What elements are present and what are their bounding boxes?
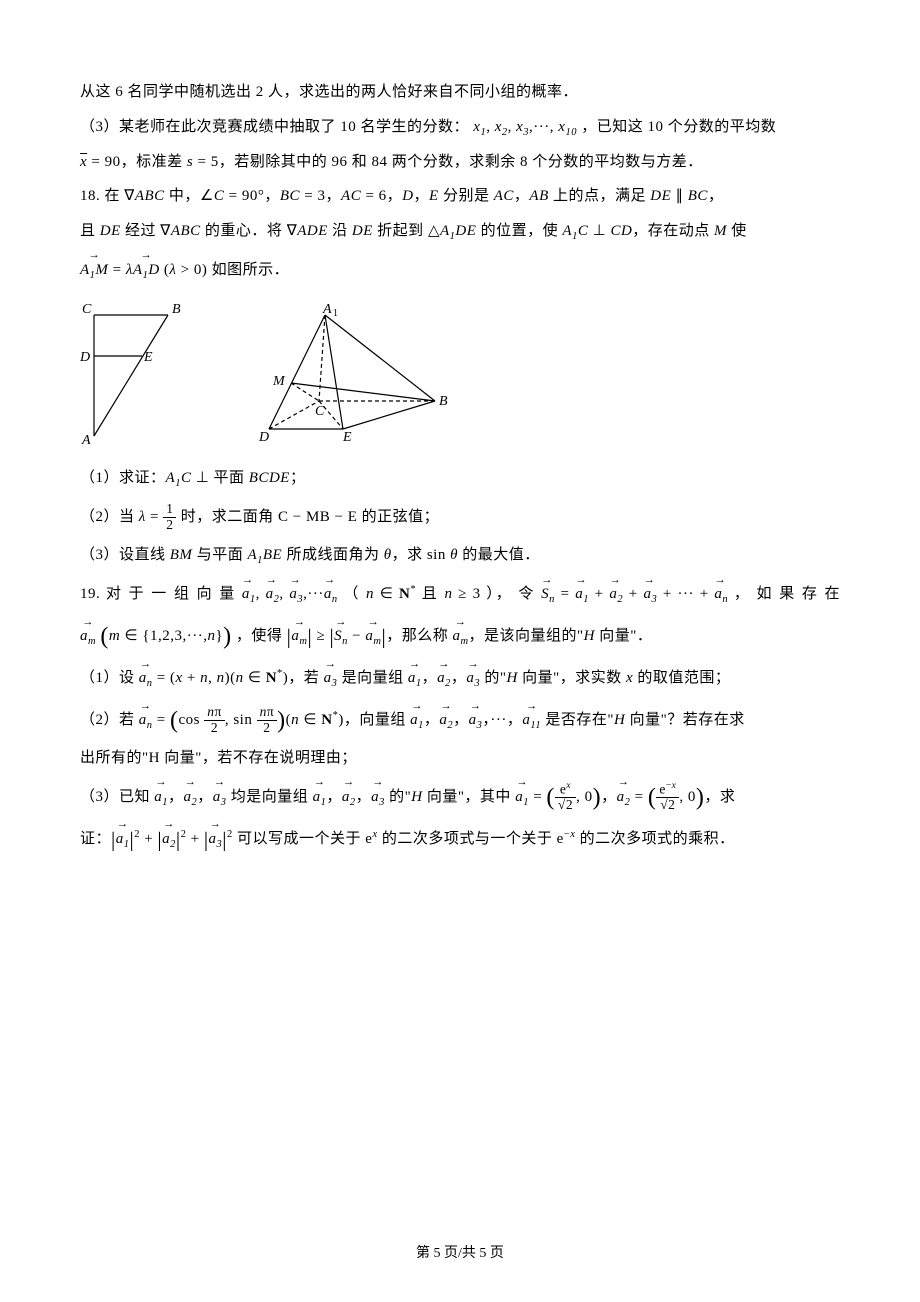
svg-text:C: C [315, 404, 325, 419]
vars: x1, x2, x3,···, x10 [473, 119, 581, 135]
text: （3）某老师在此次竞赛成绩中抽取了 10 名学生的分数： [80, 119, 469, 135]
q19-sub3-l2: 证：|a1|2 + |a2|2 + |a3|2 可以写成一个关于 ex 的二次多… [80, 818, 840, 860]
svg-text:M: M [272, 374, 286, 389]
q17-3-line2: x = 90，标准差 s = 5，若剔除其中的 96 和 84 两个分数，求剩余… [80, 145, 840, 180]
q19-sub2-l1: （2）若 an = (cos nπ2, sin nπ2)(n ∈ N*)，向量组… [80, 699, 840, 741]
text: 如图所示． [212, 262, 290, 278]
text: （2）当 λ = 12 时，求二面角 C − MB − E 的正弦值； [80, 509, 439, 525]
svg-text:E: E [143, 350, 153, 365]
q19-sub1: （1）设 an = (x + n, n)(n ∈ N*)，若 a3 是向量组 a… [80, 657, 840, 699]
svg-text:C: C [82, 302, 92, 317]
q19-sub3-l1: （3）已知 a1，a2，a3 均是向量组 a1，a2，a3 的"H 向量"，其中… [80, 776, 840, 818]
svg-text:B: B [439, 394, 448, 409]
page-footer: 第 5 页/共 5 页 [0, 1242, 920, 1262]
text: ，标准差 s = 5，若剔除其中的 96 和 84 两个分数，求剩余 8 个分数… [121, 154, 703, 170]
text: （2）若 an = (cos nπ2, sin nπ2)(n ∈ N*)，向量组… [80, 712, 745, 728]
vec-eq: A1M = λA1D (λ > 0) [80, 262, 212, 278]
q18-sub1: （1）求证：A1C ⊥ 平面 BCDE； [80, 461, 840, 496]
q18-line1: 18. 在 ∇ABC 中，∠C = 90°，BC = 3，AC = 6，D，E … [80, 179, 840, 214]
q18-sub2: （2）当 λ = 12 时，求二面角 C − MB − E 的正弦值； [80, 496, 840, 538]
text: ，已知这 10 个分数的平均数 [581, 119, 776, 135]
svg-text:1: 1 [333, 308, 338, 319]
figure-right: A1 M C B D E [225, 301, 455, 446]
text: 对 于 一 组 向 量 a1, a2, a3,···an （ n ∈ N* 且 … [106, 586, 840, 602]
text: （1）设 an = (x + n, n)(n ∈ N*)，若 a3 是向量组 a… [80, 670, 730, 686]
text: （3）设直线 BM 与平面 A1BE 所成线面角为 θ，求 sin θ 的最大值… [80, 547, 540, 563]
figure-row: C B D E A [80, 301, 840, 446]
page: 从这 6 名同学中随机选出 2 人，求选出的两人恰好来自不同小组的概率． （3）… [0, 0, 920, 1302]
text: 在 ∇ABC 中，∠C = 90°，BC = 3，AC = 6，D，E 分别是 … [105, 188, 724, 204]
svg-text:D: D [258, 430, 269, 445]
text: （3）已知 a1，a2，a3 均是向量组 a1，a2，a3 的"H 向量"，其中… [80, 789, 735, 805]
svg-text:B: B [172, 302, 181, 317]
q19-line2: am (m ∈ {1,2,3,···,n}) ，使得 |am| ≥ |Sn − … [80, 615, 840, 657]
figure-left: C B D E A [80, 301, 195, 446]
q17-3-line1: （3）某老师在此次竞赛成绩中抽取了 10 名学生的分数： x1, x2, x3,… [80, 110, 840, 145]
am: am (m ∈ {1,2,3,···,n}) [80, 628, 236, 644]
svg-text:D: D [80, 350, 90, 365]
text: （1）求证：A1C ⊥ 平面 BCDE； [80, 470, 305, 486]
svg-text:E: E [342, 430, 352, 445]
q19-label: 19. [80, 586, 100, 602]
text: ，使得 |am| ≥ |Sn − am|，那么称 am，是该向量组的"H 向量"… [236, 628, 652, 644]
text: 且 DE 经过 ∇ABC 的重心．将 ∇ADE 沿 DE 折起到 △A1DE 的… [80, 223, 747, 239]
svg-text:A: A [81, 433, 91, 446]
q18-label: 18. [80, 188, 100, 204]
q18-line3: A1M = λA1D (λ > 0) 如图所示． [80, 249, 840, 291]
q18-line2: 且 DE 经过 ∇ABC 的重心．将 ∇ADE 沿 DE 折起到 △A1DE 的… [80, 214, 840, 249]
intro-line: 从这 6 名同学中随机选出 2 人，求选出的两人恰好来自不同小组的概率． [80, 75, 840, 110]
text: 证：|a1|2 + |a2|2 + |a3|2 可以写成一个关于 ex 的二次多… [80, 831, 735, 847]
xbar: x = 90 [80, 154, 121, 170]
svg-text:A: A [322, 302, 332, 317]
